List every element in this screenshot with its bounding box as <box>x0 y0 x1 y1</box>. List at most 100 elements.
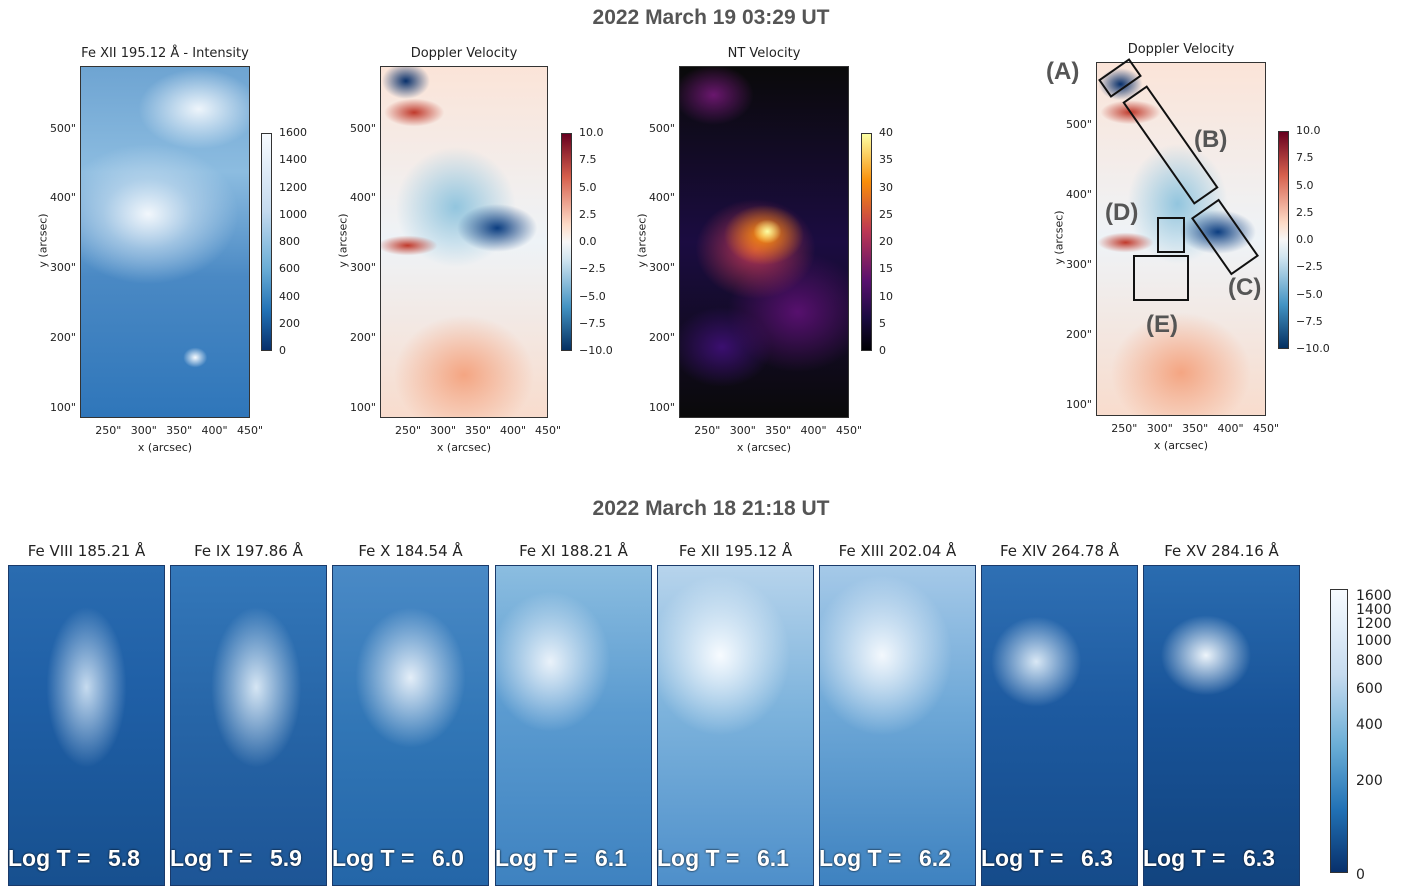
panel2-colorbar-tick: 2.5 <box>579 207 597 221</box>
panel3-colorbar-tick: 20 <box>879 235 893 248</box>
panel2-colorbar <box>561 133 572 351</box>
panel3-colorbar-tick: 35 <box>879 153 893 167</box>
panel4-ytick: 100" <box>1065 398 1092 412</box>
panel4-xlabel: x (arcsec) <box>1153 439 1209 452</box>
log-temperature-label: Log T = <box>819 845 902 871</box>
panel1-colorbar-tick: 600 <box>279 262 300 276</box>
log-temperature-label: Log T = <box>8 845 91 871</box>
panel1-colorbar <box>261 133 272 351</box>
panel1-title: Fe XII 195.12 Å - Intensity <box>81 46 249 61</box>
panel1-colorbar-tick: 400 <box>279 289 300 303</box>
panel4-ytick: 500" <box>1065 118 1092 132</box>
panel3-colorbar-tick: 0 <box>879 344 886 357</box>
spectral-line-intensity-map <box>981 565 1138 886</box>
panel2-colorbar-tick: 10.0 <box>579 126 604 139</box>
log-temperature-label: Log T = <box>332 845 415 871</box>
panel1-ytick: 500" <box>49 121 76 135</box>
panel4-ytick: 400" <box>1065 188 1092 202</box>
strip-title: Fe VIII 185.21 Å <box>27 542 146 560</box>
bottom-colorbar-tick: 1600 <box>1356 588 1392 604</box>
panel4-ytick: 200" <box>1065 328 1092 342</box>
spectral-line-intensity-map <box>495 565 652 886</box>
panel1-colorbar-tick: 800 <box>279 235 300 248</box>
bottom-colorbar-tick: 800 <box>1356 653 1383 669</box>
strip-title: Fe XI 188.21 Å <box>519 542 628 560</box>
panel4-colorbar-tick: 10.0 <box>1296 124 1321 137</box>
panel1-xtick: 250" <box>95 424 122 437</box>
log-temperature-value: 5.8 <box>108 845 140 871</box>
panel2-colorbar-tick: 0.0 <box>579 235 597 248</box>
panel4-ytick: 300" <box>1065 258 1092 272</box>
panel2-colorbar-tick: −7.5 <box>579 316 606 330</box>
panel3-nt-velocity-map <box>679 66 849 418</box>
panel2-ylabel: y (arcsec) <box>336 213 350 268</box>
panel1-ytick: 200" <box>49 330 76 344</box>
panel2-xtick: 250" <box>394 424 422 437</box>
panel1-xtick: 350" <box>166 424 193 437</box>
panel3-ytick: 500" <box>648 121 675 135</box>
panel4-colorbar-tick: −5.0 <box>1296 287 1323 301</box>
spectral-line-intensity-map <box>332 565 489 886</box>
spectral-line-intensity-map <box>170 565 327 886</box>
region-label-d: (D) <box>1105 199 1139 226</box>
bottom-colorbar-tick: 1400 <box>1356 602 1392 618</box>
panel1-ytick: 300" <box>49 261 76 275</box>
panel2-ytick: 200" <box>349 330 376 344</box>
log-temperature-value: 6.1 <box>757 845 789 871</box>
bottom-colorbar-tick: 200 <box>1356 773 1383 789</box>
strip-title: Fe XIII 202.04 Å <box>838 542 957 560</box>
panel2-colorbar-tick: 7.5 <box>579 153 597 167</box>
region-label-e: (E) <box>1146 311 1178 338</box>
log-temperature-label: Log T = <box>495 845 578 871</box>
strip-title: Fe XV 284.16 Å <box>1164 542 1279 560</box>
panel2-title: Doppler Velocity <box>410 46 518 61</box>
spectral-line-intensity-map <box>8 565 165 886</box>
panel4-colorbar-tick: −7.5 <box>1296 314 1323 328</box>
log-temperature-label: Log T = <box>981 845 1064 871</box>
panel3-xtick: 300" <box>729 424 756 437</box>
bottom-colorbar-tick: 0 <box>1356 867 1365 883</box>
panel2-doppler-map <box>380 66 548 418</box>
region-label-b: (B) <box>1194 126 1228 153</box>
panel1-xtick: 300" <box>130 424 157 437</box>
log-temperature-value: 6.3 <box>1081 845 1113 871</box>
panel3-colorbar <box>861 133 872 351</box>
spectral-line-intensity-map <box>657 565 814 886</box>
region-box-d <box>1157 217 1185 253</box>
panel2-colorbar-tick: 5.0 <box>579 180 597 194</box>
panel1-colorbar-tick: 0 <box>279 344 286 357</box>
panel3-colorbar-tick: 30 <box>879 180 893 194</box>
panel3-colorbar-tick: 15 <box>879 262 893 276</box>
log-temperature-value: 6.2 <box>919 845 951 871</box>
panel2-colorbar-tick: −10.0 <box>579 344 613 357</box>
panel4-colorbar-tick: 0.0 <box>1296 233 1314 246</box>
log-temperature-label: Log T = <box>170 845 253 871</box>
panel1-colorbar-tick: 1200 <box>279 180 307 194</box>
bottom-colorbar-tick: 600 <box>1356 681 1383 697</box>
panel1-colorbar-tick: 1400 <box>279 153 307 167</box>
panel2-ytick: 400" <box>349 191 376 205</box>
region-label-a: (A) <box>1046 58 1080 85</box>
log-temperature-value: 5.9 <box>270 845 302 871</box>
panel4-doppler-map <box>1096 62 1266 416</box>
top-figure-title: 2022 March 19 03:29 UT <box>592 6 830 29</box>
panel2-xtick: 400" <box>499 424 527 437</box>
panel2-xtick: 350" <box>464 424 492 437</box>
region-box-e <box>1133 255 1189 301</box>
panel1-colorbar-tick: 1600 <box>279 126 307 139</box>
panel3-xtick: 450" <box>835 424 863 437</box>
bottom-colorbar <box>1330 589 1348 873</box>
panel2-colorbar-tick: −5.0 <box>579 289 606 303</box>
panel4-xtick: 350" <box>1182 422 1209 435</box>
spectral-line-intensity-map <box>1143 565 1300 886</box>
strip-title: Fe IX 197.86 Å <box>194 542 303 560</box>
panel1-xlabel: x (arcsec) <box>137 441 193 454</box>
panel2-xlabel: x (arcsec) <box>436 441 492 454</box>
panel3-xtick: 400" <box>800 424 827 437</box>
panel4-ylabel: y (arcsec) <box>1052 210 1066 265</box>
bottom-colorbar-tick: 1000 <box>1356 633 1392 649</box>
panel1-xtick: 400" <box>201 424 228 437</box>
log-temperature-label: Log T = <box>657 845 740 871</box>
log-temperature-value: 6.1 <box>595 845 627 871</box>
panel3-colorbar-tick: 25 <box>879 207 893 221</box>
